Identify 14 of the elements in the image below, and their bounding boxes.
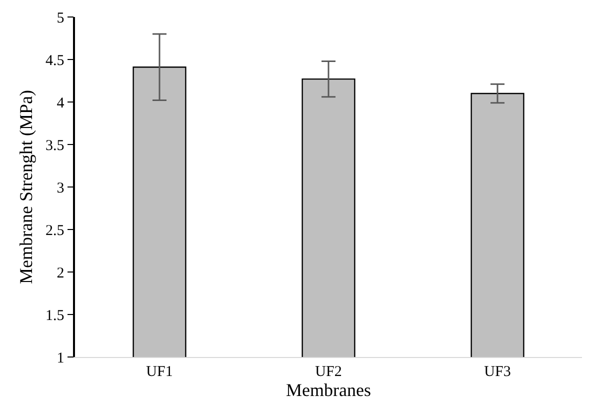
x-tick-label: UF1 (146, 364, 173, 380)
y-tick-label: 5 (56, 10, 64, 26)
y-tick-label: 2.5 (46, 222, 64, 239)
y-tick-label: 4.5 (46, 52, 64, 69)
y-tick-label: 3 (56, 180, 64, 196)
y-axis-title: Membrane Strenght (MPa) (16, 90, 36, 284)
x-axis-title: Membranes (286, 380, 371, 400)
y-tick-label: 2 (56, 265, 64, 282)
x-tick-label: UF2 (315, 364, 342, 380)
y-tick-label: 3.5 (46, 138, 64, 154)
y-tick-label: 1 (56, 350, 64, 366)
x-tick-label: UF3 (484, 364, 511, 380)
y-tick-label: 4 (56, 95, 65, 112)
y-tick-label: 1.5 (46, 308, 64, 324)
